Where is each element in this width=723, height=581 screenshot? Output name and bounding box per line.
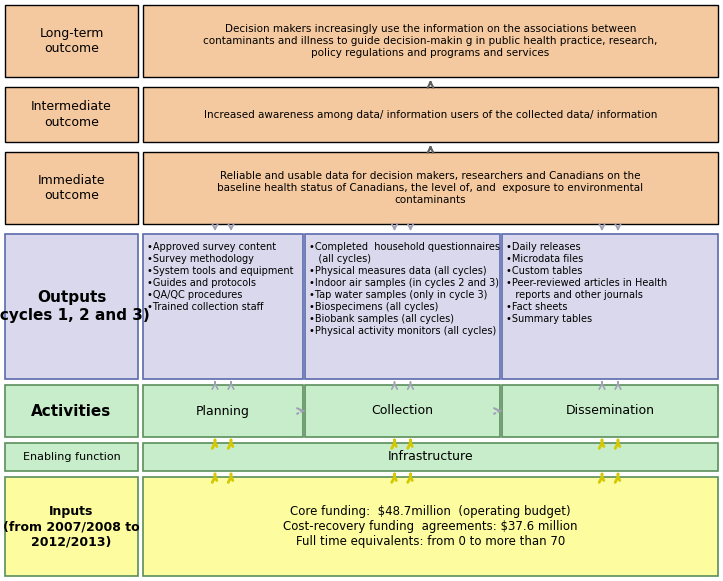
Text: Collection: Collection <box>372 404 434 418</box>
Bar <box>5 87 138 142</box>
Bar <box>143 477 718 576</box>
Bar <box>143 443 718 471</box>
Bar <box>5 385 138 437</box>
Text: •Completed  household questionnaires
   (all cycles)
•Physical measures data (al: •Completed household questionnaires (all… <box>309 242 500 336</box>
Text: Decision makers increasingly use the information on the associations between
con: Decision makers increasingly use the inf… <box>203 24 658 58</box>
Bar <box>502 234 718 379</box>
Bar <box>502 385 718 437</box>
Bar <box>5 443 138 471</box>
Bar <box>143 234 303 379</box>
Bar <box>143 152 718 224</box>
Bar <box>5 5 138 77</box>
Text: Long-term
outcome: Long-term outcome <box>39 27 103 55</box>
Bar <box>143 87 718 142</box>
Text: Activities: Activities <box>31 403 111 418</box>
Bar <box>143 5 718 77</box>
Text: •Daily releases
•Microdata files
•Custom tables
•Peer-reviewed articles in Healt: •Daily releases •Microdata files •Custom… <box>506 242 667 324</box>
Text: Infrastructure: Infrastructure <box>388 450 474 464</box>
Text: Planning: Planning <box>196 404 250 418</box>
Text: Intermediate
outcome: Intermediate outcome <box>31 101 112 129</box>
Text: •Approved survey content
•Survey methodology
•System tools and equipment
•Guides: •Approved survey content •Survey methodo… <box>147 242 294 312</box>
Bar <box>5 477 138 576</box>
Bar <box>305 385 500 437</box>
Bar <box>5 234 138 379</box>
Bar <box>143 385 303 437</box>
Text: Inputs
(from 2007/2008 to
2012/2013): Inputs (from 2007/2008 to 2012/2013) <box>3 504 140 548</box>
Text: Increased awareness among data/ information users of the collected data/ informa: Increased awareness among data/ informat… <box>204 109 657 120</box>
Text: Immediate
outcome: Immediate outcome <box>38 174 106 202</box>
Text: Dissemination: Dissemination <box>565 404 654 418</box>
Text: Outputs
(cycles 1, 2 and 3): Outputs (cycles 1, 2 and 3) <box>0 290 150 323</box>
Bar <box>5 152 138 224</box>
Text: Enabling function: Enabling function <box>22 452 120 462</box>
Text: Core funding:  $48.7million  (operating budget)
Cost-recovery funding  agreement: Core funding: $48.7million (operating bu… <box>283 504 578 548</box>
Bar <box>305 234 500 379</box>
Text: Reliable and usable data for decision makers, researchers and Canadians on the
b: Reliable and usable data for decision ma… <box>218 171 643 205</box>
